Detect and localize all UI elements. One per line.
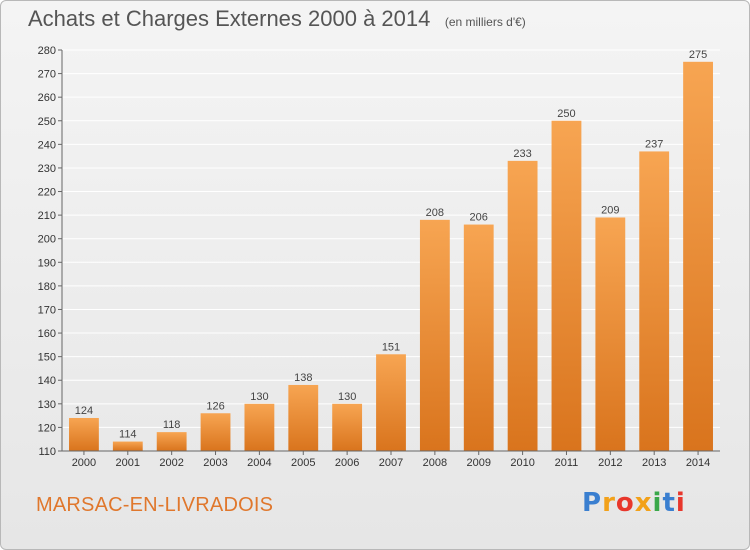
- logo-letter: r: [602, 488, 616, 518]
- data-label-2004: 130: [250, 391, 268, 403]
- x-tick-label: 2008: [423, 457, 447, 469]
- bar-2002: [156, 432, 187, 451]
- logo-letter: t: [662, 488, 676, 518]
- y-tick-label: 250: [38, 116, 56, 128]
- x-tick-label: 2000: [72, 457, 96, 469]
- y-tick-label: 240: [38, 139, 56, 151]
- data-label-2000: 124: [75, 405, 93, 417]
- commune-name: MARSAC-EN-LIVRADOIS: [36, 494, 274, 516]
- bar-2000: [69, 417, 99, 451]
- bar-2005: [288, 384, 319, 451]
- bar-2013: [639, 151, 670, 451]
- data-label-2009: 206: [470, 212, 488, 224]
- y-tick-label: 230: [38, 163, 56, 175]
- y-tick-label: 260: [38, 92, 56, 104]
- bar-2006: [332, 403, 363, 451]
- logo-letter: i: [675, 488, 686, 518]
- x-tick-label: 2003: [203, 457, 227, 469]
- data-label-2001: 114: [119, 429, 137, 441]
- data-label-2011: 250: [557, 108, 575, 120]
- data-label-2003: 126: [206, 400, 224, 412]
- chart-subtitle: (en milliers d'€): [444, 15, 526, 29]
- bar-2012: [595, 217, 626, 451]
- x-tick-label: 2004: [247, 457, 271, 469]
- x-tick-label: 2012: [598, 457, 622, 469]
- data-label-2013: 237: [645, 138, 663, 150]
- x-tick-label: 2009: [466, 457, 490, 469]
- x-tick-label: 2011: [555, 457, 579, 469]
- bar-2003: [200, 413, 231, 451]
- logo-letter: x: [634, 488, 653, 518]
- x-tick-label: 2001: [116, 457, 140, 469]
- x-tick-label: 2013: [642, 457, 666, 469]
- data-label-2012: 209: [601, 204, 619, 216]
- data-label-2014: 275: [689, 49, 707, 61]
- bar-2010: [507, 160, 538, 452]
- data-label-2007: 151: [382, 341, 400, 353]
- chart-title: Achats et Charges Externes 2000 à 2014: [28, 6, 431, 31]
- x-tick-label: 2007: [379, 457, 403, 469]
- y-tick-label: 220: [38, 187, 56, 199]
- y-tick-label: 190: [38, 257, 56, 269]
- x-tick-label: 2005: [291, 457, 315, 469]
- axes: 110 120 130 140 150 160 170 180 190 200 210 220 230 2…: [38, 45, 720, 469]
- data-label-2010: 233: [513, 148, 531, 160]
- x-tick-label: 2002: [159, 457, 183, 469]
- data-label-2006: 130: [338, 391, 356, 403]
- logo-letter: P: [582, 488, 603, 518]
- y-tick-label: 140: [38, 375, 56, 387]
- logo-letter: o: [615, 488, 635, 518]
- x-tick-label: 2010: [510, 457, 534, 469]
- data-label-2002: 118: [163, 419, 181, 431]
- y-tick-label: 210: [38, 210, 56, 222]
- bar-2011: [551, 120, 582, 451]
- data-label-2005: 138: [294, 372, 312, 384]
- y-tick-label: 180: [38, 281, 56, 293]
- bar-2009: [463, 224, 494, 451]
- y-tick-label: 110: [38, 446, 56, 458]
- y-tick-label: 150: [38, 352, 56, 364]
- y-tick-label: 130: [38, 399, 56, 411]
- x-tick-label: 2006: [335, 457, 359, 469]
- chart-header: Achats et Charges Externes 2000 à 2014 (…: [28, 6, 526, 32]
- proxiti-logo: Proxiti: [582, 488, 686, 518]
- bar-2008: [419, 219, 450, 451]
- y-tick-label: 120: [38, 422, 56, 434]
- y-tick-label: 170: [38, 304, 56, 316]
- x-tick-label: 2014: [686, 457, 710, 469]
- bar-2001: [112, 441, 143, 451]
- y-tick-label: 200: [38, 234, 56, 246]
- bar-2004: [244, 403, 275, 451]
- bar-2007: [376, 354, 406, 451]
- bars: 124 114 118 126 130 138 130 151 208 206 233 250 209 2…: [69, 49, 713, 452]
- y-tick-label: 280: [38, 45, 56, 57]
- data-label-2008: 208: [426, 207, 444, 219]
- bar-2014: [683, 61, 713, 451]
- y-tick-label: 270: [38, 69, 56, 81]
- y-tick-label: 160: [38, 328, 56, 340]
- logo-letter: i: [652, 488, 663, 518]
